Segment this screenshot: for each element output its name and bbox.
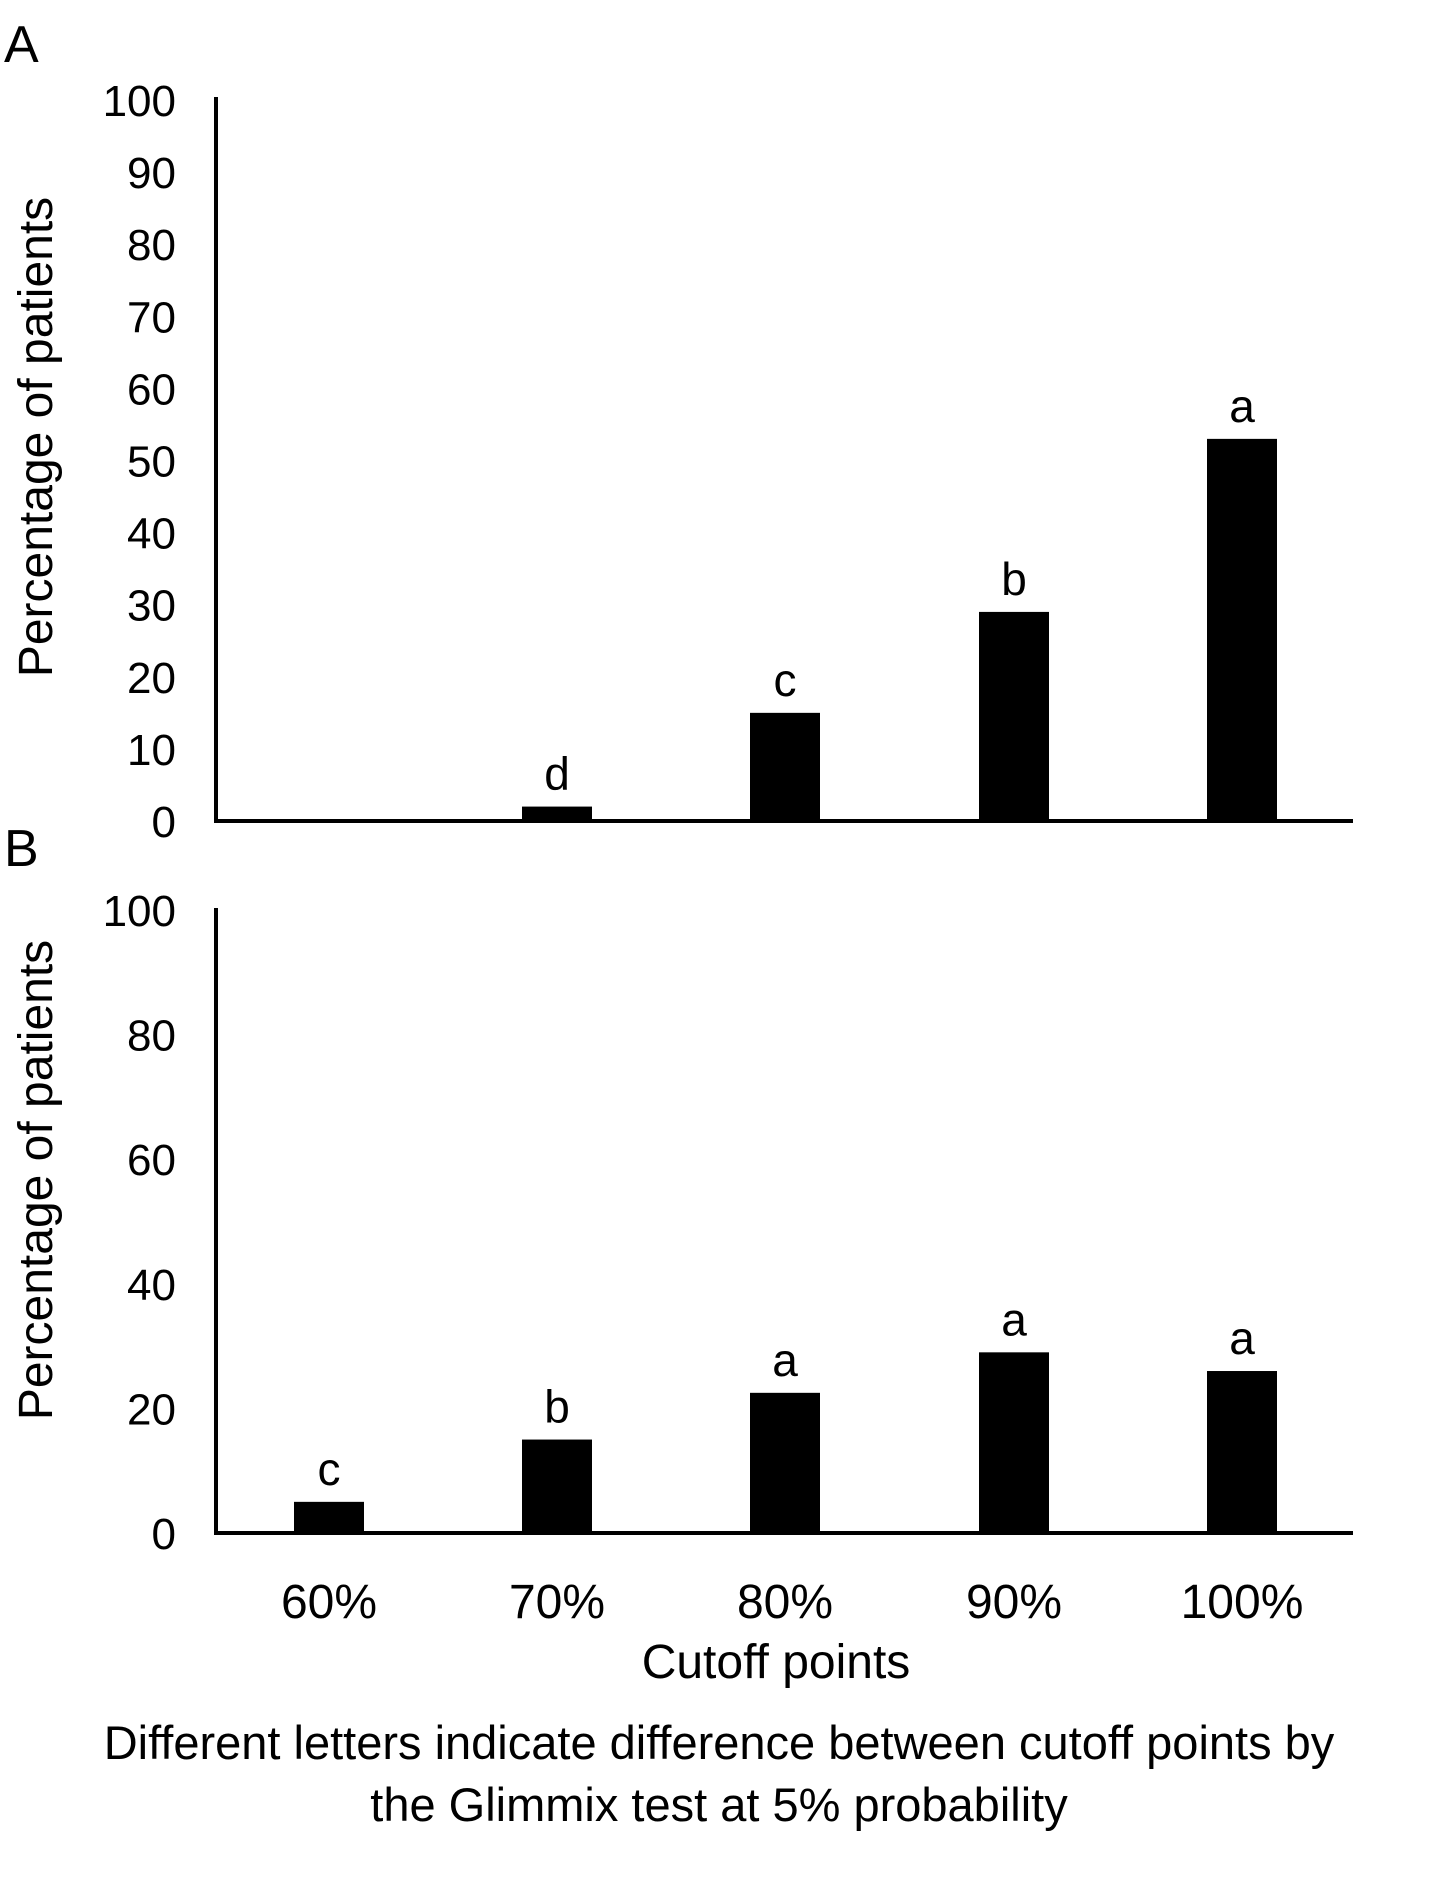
panel-a-significance-letter-3: c <box>774 654 797 706</box>
panel-b-y-tick-20: 20 <box>127 1385 176 1434</box>
panel-a-y-tick-100: 100 <box>103 77 176 126</box>
panel-a-y-tick-20: 20 <box>127 654 176 703</box>
panel-b-significance-letter-5: a <box>1229 1312 1255 1364</box>
panel-a-bar-4 <box>979 611 1049 821</box>
panel-a-y-tick-30: 30 <box>127 582 176 631</box>
panel-a-bar-3 <box>750 712 820 821</box>
panel-b-bar-4 <box>979 1352 1049 1533</box>
panel-b-y-tick-100: 100 <box>103 887 176 936</box>
panel-a-y-tick-80: 80 <box>127 221 176 270</box>
panel-b: B Percentage of patients 0 20 40 60 80 100 c b… <box>4 820 1353 1689</box>
panel-a-bars <box>522 438 1277 821</box>
x-axis-title: Cutoff points <box>642 1636 911 1689</box>
x-tick-labels: 60% 70% 80% 90% 100% <box>281 1576 1303 1629</box>
x-tick-label-5: 100% <box>1181 1576 1304 1629</box>
figure-caption: Different letters indicate difference be… <box>0 1712 1438 1836</box>
panel-a-bar-5 <box>1207 438 1277 821</box>
x-tick-label-2: 70% <box>509 1576 605 1629</box>
panel-a-significance-letter-4: b <box>1001 553 1027 605</box>
panel-b-bars <box>294 1352 1277 1533</box>
panel-a-significance-letters: d c b a <box>544 380 1255 800</box>
panel-b-y-tick-40: 40 <box>127 1261 176 1310</box>
panel-a-y-tick-labels: 0 10 20 30 40 50 60 70 80 90 100 <box>103 77 176 847</box>
panel-a-y-tick-60: 60 <box>127 365 176 414</box>
x-tick-label-4: 90% <box>966 1576 1062 1629</box>
x-tick-label-1: 60% <box>281 1576 377 1629</box>
panel-a-y-tick-50: 50 <box>127 438 176 487</box>
panel-b-bar-1 <box>294 1501 364 1533</box>
panel-a-y-tick-90: 90 <box>127 149 176 198</box>
panel-a-y-axis-title: Percentage of patients <box>10 197 63 677</box>
panel-a-y-tick-40: 40 <box>127 510 176 559</box>
panel-b-bar-5 <box>1207 1371 1277 1533</box>
panel-a-bar-2 <box>522 806 592 821</box>
panel-b-y-tick-labels: 0 20 40 60 80 100 <box>103 887 176 1559</box>
panel-b-bar-3 <box>750 1392 820 1533</box>
panel-b-significance-letter-3: a <box>772 1334 798 1386</box>
panel-b-significance-letters: c b a a a <box>318 1293 1256 1495</box>
panel-b-y-axis-title: Percentage of patients <box>10 940 63 1420</box>
caption-line-1: Different letters indicate difference be… <box>103 1716 1335 1769</box>
panel-a-y-tick-70: 70 <box>127 293 176 342</box>
panel-b-y-tick-80: 80 <box>127 1012 176 1061</box>
panel-a: A Percentage of patients 0 10 20 30 40 50 60 70… <box>4 16 1353 847</box>
x-tick-label-3: 80% <box>737 1576 833 1629</box>
panel-b-significance-letter-4: a <box>1001 1293 1027 1345</box>
panel-b-label: B <box>4 820 39 878</box>
panel-b-significance-letter-2: b <box>544 1381 570 1433</box>
panel-a-y-tick-0: 0 <box>152 798 176 847</box>
panel-b-y-tick-0: 0 <box>152 1510 176 1559</box>
caption-line-2: the Glimmix test at 5% probability <box>370 1778 1068 1831</box>
panel-a-significance-letter-5: a <box>1229 380 1255 432</box>
panel-a-significance-letter-2: d <box>544 748 570 800</box>
panel-a-y-tick-10: 10 <box>127 726 176 775</box>
panel-b-bar-2 <box>522 1439 592 1533</box>
panel-b-significance-letter-1: c <box>318 1443 341 1495</box>
panel-b-y-tick-60: 60 <box>127 1136 176 1185</box>
panel-a-label: A <box>4 16 39 74</box>
